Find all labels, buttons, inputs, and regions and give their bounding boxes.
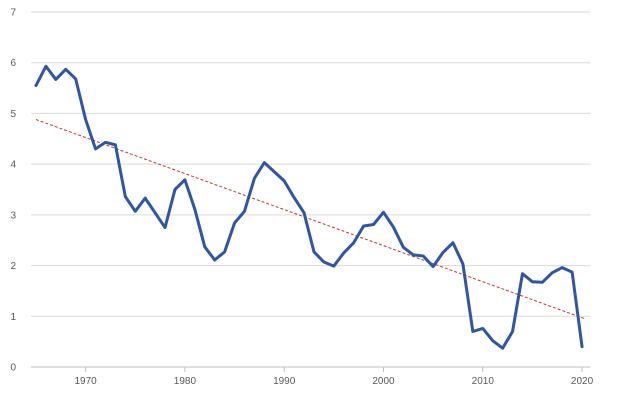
trend-line: [35, 119, 586, 320]
x-tick-label: 1980: [174, 376, 197, 387]
y-tick-label: 6: [10, 58, 16, 69]
x-tick-label: 1990: [273, 376, 296, 387]
trend-layer: [35, 119, 586, 320]
x-axis-tick-labels: 1970 1980 1990 2000 2010 2020: [74, 376, 593, 387]
y-axis-tick-labels: 0 1 2 3 4 5 6 7: [10, 8, 16, 374]
y-tick-label: 1: [10, 312, 16, 323]
x-tick-label: 2010: [472, 376, 495, 387]
x-tick-label: 2020: [571, 376, 594, 387]
gridlines: [31, 11, 590, 317]
y-tick-label: 7: [10, 8, 16, 19]
y-tick-label: 0: [10, 363, 16, 374]
y-tick-label: 2: [10, 261, 16, 272]
x-tick-label: 2000: [372, 376, 395, 387]
series-line-0: [34, 64, 584, 350]
y-tick-label: 3: [10, 210, 16, 221]
y-tick-label: 5: [10, 109, 16, 120]
x-axis: [31, 366, 590, 372]
series-layer: [34, 64, 584, 350]
x-tick-label: 1970: [74, 376, 97, 387]
y-tick-label: 4: [10, 160, 16, 171]
